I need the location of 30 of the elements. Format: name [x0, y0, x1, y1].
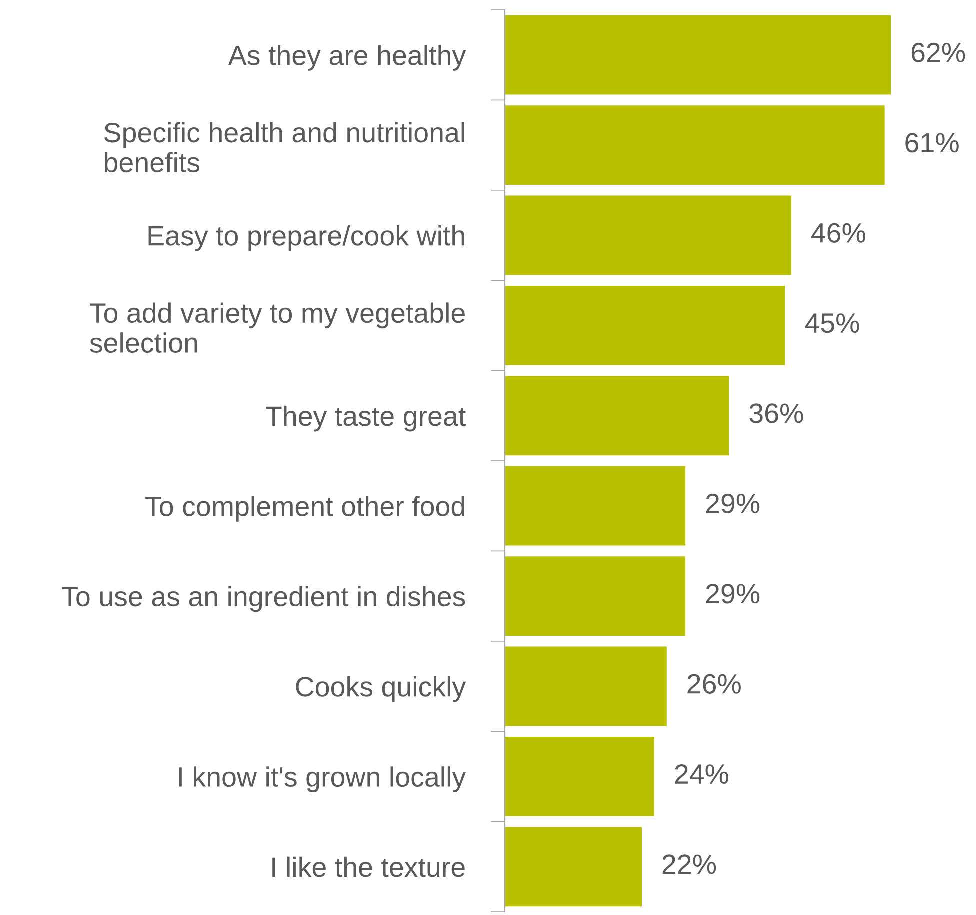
data-label: 24%	[675, 764, 728, 784]
y-tick-label: They taste great	[266, 406, 466, 432]
bar	[505, 646, 667, 726]
data-label: 29%	[706, 494, 760, 514]
y-tick-label: Cooks quickly	[296, 676, 466, 702]
data-label: 26%	[688, 674, 741, 694]
y-tick-label: I know it's grown locally	[179, 766, 466, 793]
data-label: 62%	[912, 42, 966, 63]
bar	[505, 827, 642, 907]
bar	[505, 737, 654, 816]
data-label: 45%	[805, 314, 860, 334]
data-label: 61%	[906, 133, 959, 153]
bar	[505, 376, 730, 456]
bar	[505, 466, 686, 546]
bar	[505, 556, 686, 636]
data-label: 36%	[750, 404, 804, 424]
y-tick-label: To add variety to my vegetable selection	[90, 302, 465, 354]
data-label: 46%	[812, 223, 866, 243]
bar	[505, 15, 892, 95]
y-tick-label: To complement other food	[146, 496, 464, 522]
bar	[505, 286, 786, 366]
y-tick-label: Specific health and nutritional benefits	[104, 122, 464, 173]
y-tick-label: As they are healthy	[228, 45, 466, 71]
data-label: 29%	[706, 584, 760, 604]
data-label: 22%	[662, 854, 716, 874]
y-tick-label: Easy to prepare/cook with	[148, 225, 464, 252]
bar	[505, 196, 792, 276]
bar	[505, 106, 885, 185]
y-tick-label: I like the texture	[272, 856, 465, 878]
y-tick-label: To use as an ingredient in dishes	[62, 586, 466, 612]
